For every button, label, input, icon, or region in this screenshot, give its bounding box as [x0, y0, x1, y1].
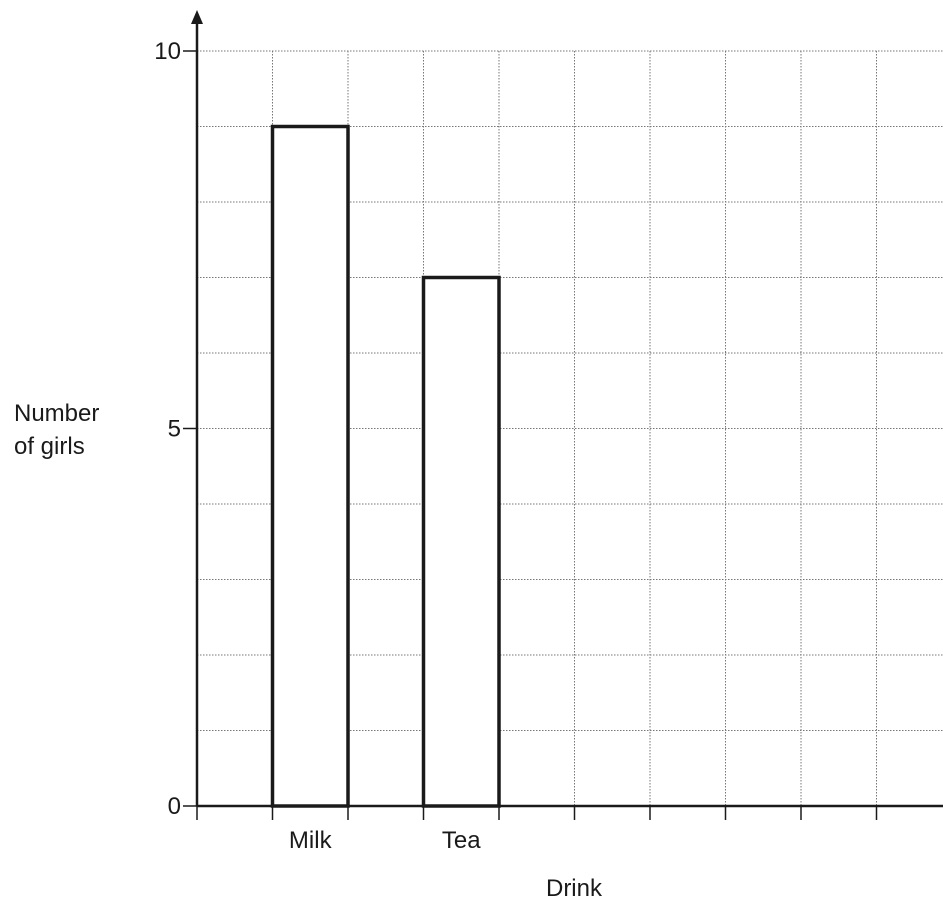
ticks: [183, 50, 878, 820]
x-axis-label: Drink: [546, 875, 603, 902]
y-axis-arrowhead: [191, 10, 203, 24]
y-tick-label-5: 5: [168, 416, 181, 443]
bars: [270, 124, 501, 808]
bar-tea: [421, 275, 501, 808]
labels: Number of girls Drink Milk Tea 0 5 10: [14, 38, 603, 902]
y-axis-label-line-1: Number: [14, 400, 99, 427]
x-tick-label-tea: Tea: [442, 827, 481, 854]
bar-milk: [270, 124, 350, 808]
x-tick-label-milk: Milk: [289, 827, 333, 854]
y-axis-label-line-2: of girls: [14, 433, 85, 460]
y-tick-label-10: 10: [154, 38, 181, 65]
y-tick-label-0: 0: [168, 793, 181, 820]
axes: [191, 10, 943, 808]
